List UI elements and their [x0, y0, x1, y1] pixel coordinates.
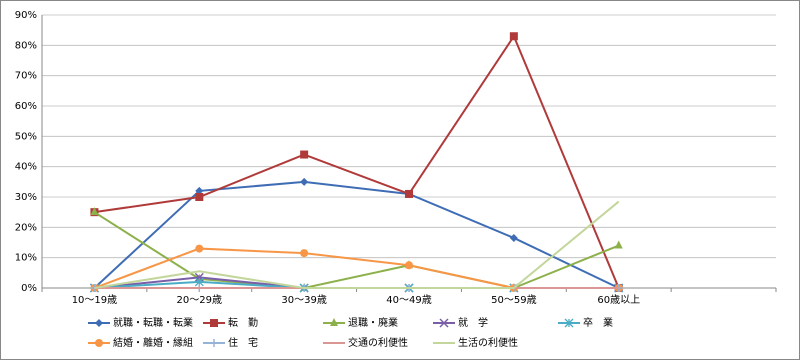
x-tick-label: 20〜29歳 [177, 294, 222, 306]
legend-marker [330, 318, 338, 326]
data-point [405, 189, 413, 198]
y-tick-label: 90% [15, 10, 37, 21]
series-line [94, 200, 620, 289]
legend-label: 退職・廃業 [348, 316, 398, 329]
legend-label: 転 勤 [228, 316, 258, 329]
legend-marker [439, 318, 449, 328]
legend-label: 生活の利便性 [458, 336, 518, 349]
data-point [195, 186, 204, 195]
legend-label: 就職・転職・転業 [113, 316, 193, 329]
data-point [614, 240, 623, 249]
legend-marker [210, 339, 218, 347]
series-line [94, 34, 620, 289]
legend-label: 住 宅 [228, 336, 258, 349]
data-point [405, 261, 413, 270]
data-point [90, 207, 99, 216]
data-point [300, 249, 309, 258]
y-tick-label: 10% [15, 253, 37, 264]
legend-label: 就 学 [458, 316, 488, 329]
data-point [195, 193, 204, 201]
x-tick-label: 10〜19歳 [72, 294, 117, 306]
legend-marker [95, 339, 103, 347]
x-tick-label: 40〜49歳 [386, 294, 431, 306]
series-line [93, 180, 620, 289]
y-tick-label: 70% [15, 71, 37, 82]
data-point [195, 244, 204, 253]
legend-marker [210, 319, 218, 327]
y-tick-label: 20% [15, 222, 37, 233]
legend-marker [564, 318, 574, 328]
legend-label: 卒 業 [583, 316, 613, 329]
series-line [93, 211, 620, 290]
data-point [300, 177, 309, 186]
data-point [300, 150, 309, 159]
y-tick-label: 60% [15, 101, 37, 112]
x-tick-label: 30〜39歳 [281, 294, 326, 306]
x-tick-label: 60歳以上 [597, 294, 640, 306]
y-tick-label: 50% [15, 131, 37, 142]
y-tick-label: 30% [15, 192, 37, 203]
y-tick-label: 0% [21, 283, 37, 294]
legend-label: 結婚・離婚・縁組 [113, 336, 193, 349]
y-tick-label: 40% [15, 162, 37, 173]
data-point [509, 233, 518, 242]
y-tick-label: 80% [15, 40, 37, 51]
x-tick-label: 50〜59歳 [491, 294, 536, 306]
data-point [509, 32, 518, 41]
legend-label: 交通の利便性 [348, 336, 408, 349]
legend-marker [95, 319, 103, 327]
